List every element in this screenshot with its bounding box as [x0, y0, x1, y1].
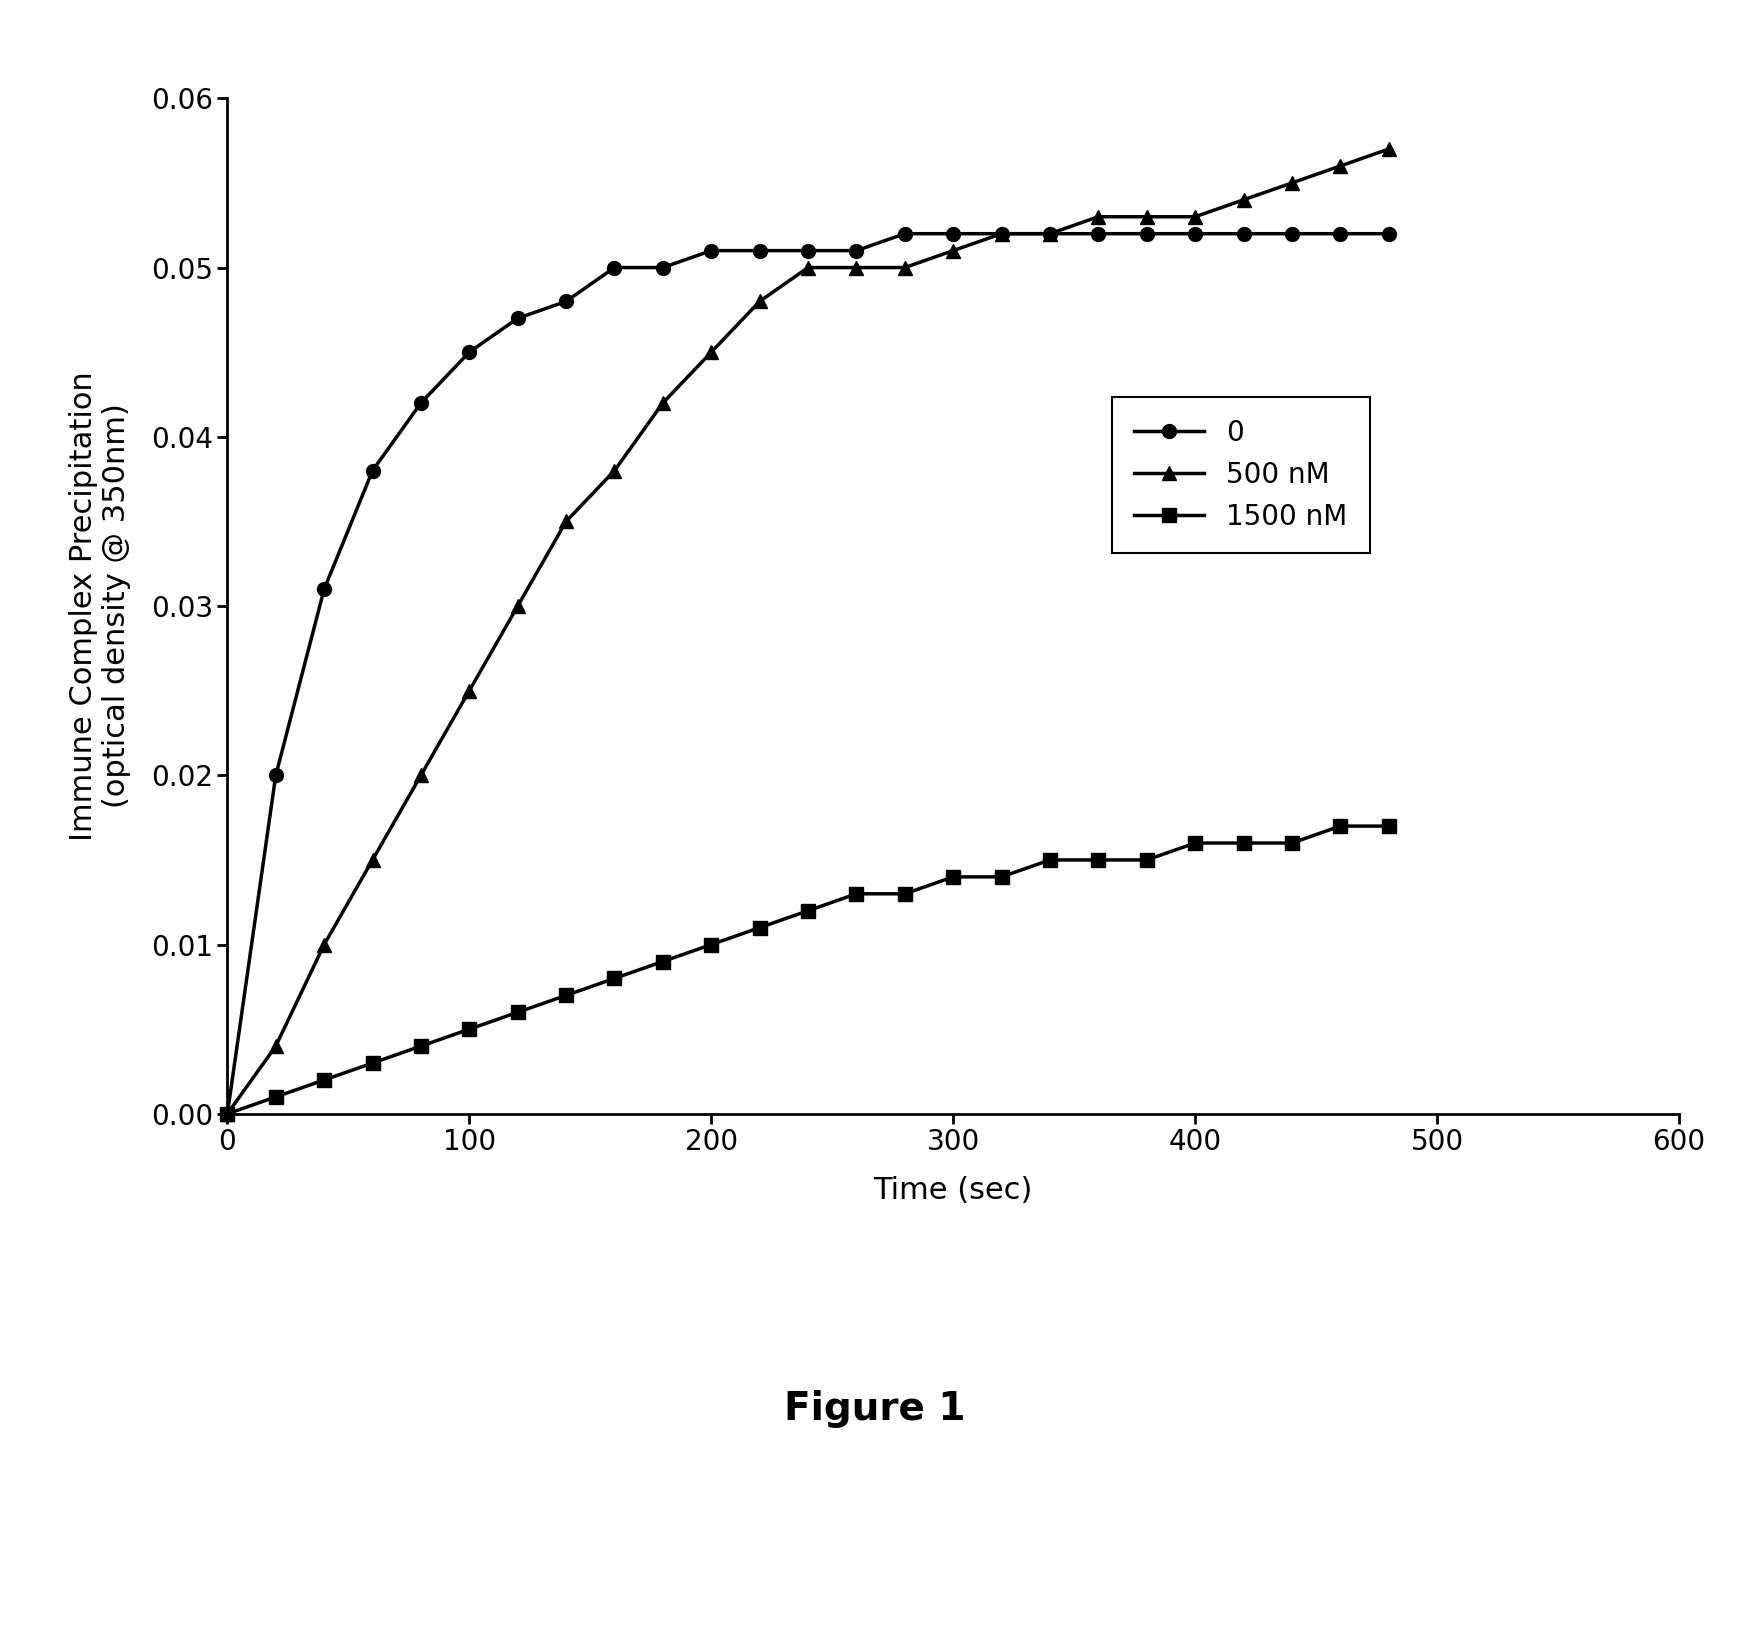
500 nM [1136, 206, 1157, 226]
500 nM [603, 460, 624, 480]
500 nM [893, 257, 914, 277]
0 [1328, 224, 1349, 244]
1500 nM [893, 885, 914, 904]
0 [991, 224, 1012, 244]
500 nM [362, 850, 383, 870]
1500 nM [362, 1053, 383, 1073]
1500 nM [1038, 850, 1059, 870]
500 nM [411, 765, 432, 785]
0 [748, 241, 769, 260]
0 [797, 241, 818, 260]
500 nM [266, 1037, 287, 1057]
1500 nM [313, 1070, 334, 1089]
1500 nM [1281, 834, 1302, 853]
1500 nM [458, 1019, 479, 1038]
Y-axis label: Immune Complex Precipitation
(optical density @ 350nm): Immune Complex Precipitation (optical de… [68, 372, 131, 840]
Text: Figure 1: Figure 1 [783, 1389, 965, 1428]
500 nM [797, 257, 818, 277]
1500 nM [1183, 834, 1204, 853]
500 nM [652, 393, 673, 413]
0 [1377, 224, 1398, 244]
500 nM [313, 935, 334, 955]
1500 nM [797, 901, 818, 921]
0 [556, 292, 577, 311]
1500 nM [411, 1037, 432, 1057]
1500 nM [846, 885, 867, 904]
0 [313, 580, 334, 600]
1500 nM [652, 952, 673, 971]
Legend: 0, 500 nM, 1500 nM: 0, 500 nM, 1500 nM [1112, 396, 1369, 552]
1500 nM [603, 968, 624, 988]
1500 nM [266, 1088, 287, 1107]
500 nM [217, 1104, 238, 1124]
Line: 1500 nM: 1500 nM [220, 819, 1395, 1120]
0 [846, 241, 867, 260]
1500 nM [507, 1002, 528, 1022]
500 nM [458, 681, 479, 701]
500 nM [701, 342, 722, 362]
1500 nM [217, 1104, 238, 1124]
0 [1281, 224, 1302, 244]
0 [1232, 224, 1253, 244]
500 nM [1377, 139, 1398, 159]
500 nM [748, 292, 769, 311]
0 [942, 224, 963, 244]
500 nM [846, 257, 867, 277]
0 [362, 460, 383, 480]
500 nM [1328, 156, 1349, 175]
0 [701, 241, 722, 260]
0 [603, 257, 624, 277]
0 [1038, 224, 1059, 244]
1500 nM [701, 935, 722, 955]
0 [411, 393, 432, 413]
1500 nM [942, 867, 963, 886]
500 nM [1232, 190, 1253, 210]
500 nM [507, 596, 528, 616]
X-axis label: Time (sec): Time (sec) [872, 1176, 1033, 1206]
500 nM [1183, 206, 1204, 226]
1500 nM [1328, 816, 1349, 835]
1500 nM [1087, 850, 1108, 870]
0 [1136, 224, 1157, 244]
1500 nM [1232, 834, 1253, 853]
0 [652, 257, 673, 277]
0 [893, 224, 914, 244]
1500 nM [556, 986, 577, 1006]
500 nM [1038, 224, 1059, 244]
0 [1183, 224, 1204, 244]
Line: 0: 0 [220, 226, 1395, 1120]
500 nM [942, 241, 963, 260]
0 [266, 765, 287, 785]
1500 nM [748, 917, 769, 937]
500 nM [556, 511, 577, 531]
Line: 500 nM: 500 nM [220, 143, 1395, 1120]
1500 nM [991, 867, 1012, 886]
1500 nM [1136, 850, 1157, 870]
0 [458, 342, 479, 362]
0 [1087, 224, 1108, 244]
500 nM [1087, 206, 1108, 226]
0 [507, 308, 528, 328]
0 [217, 1104, 238, 1124]
500 nM [991, 224, 1012, 244]
1500 nM [1377, 816, 1398, 835]
500 nM [1281, 174, 1302, 193]
